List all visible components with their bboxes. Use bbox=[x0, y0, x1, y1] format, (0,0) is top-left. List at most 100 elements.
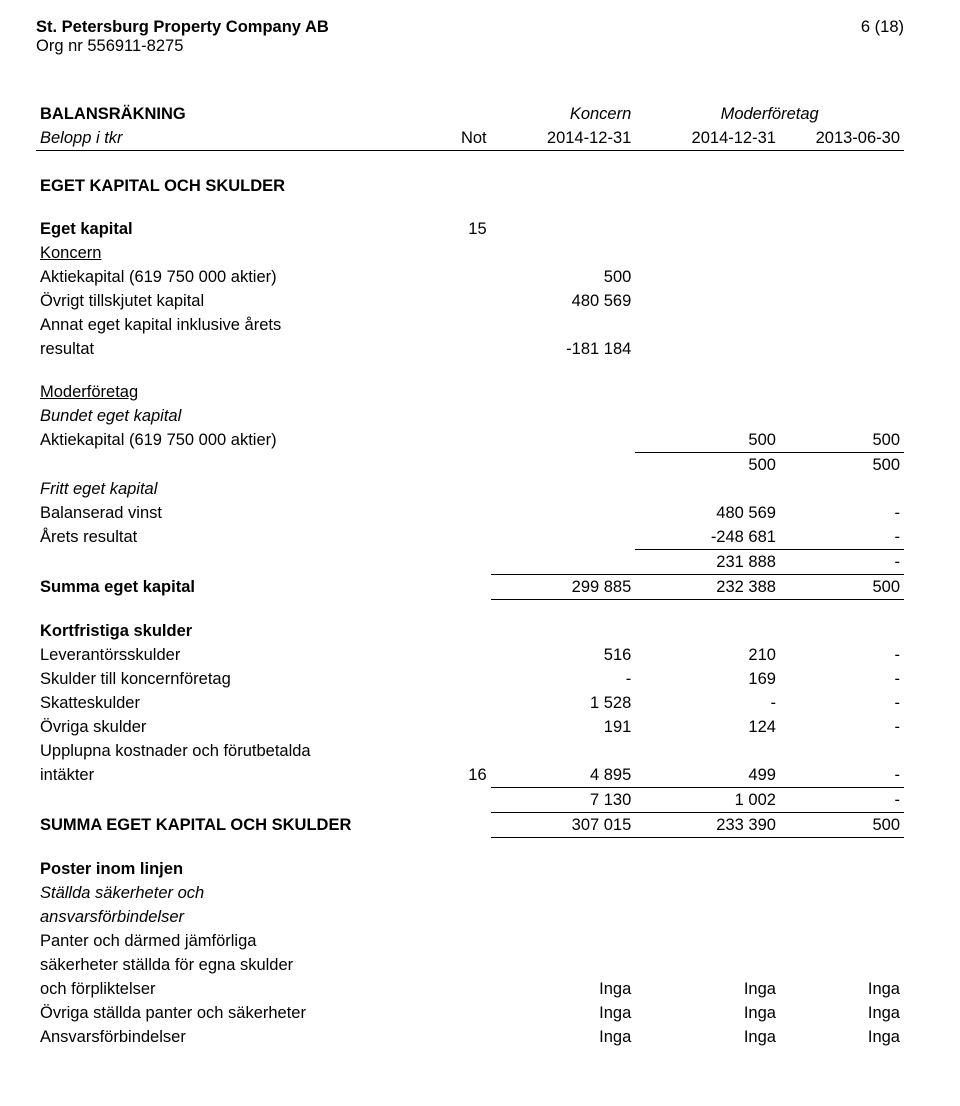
company-name: St. Petersburg Property Company AB bbox=[36, 18, 329, 37]
value-b: 1 002 bbox=[635, 788, 780, 813]
row-aktiekapital-moder: Aktiekapital (619 750 000 aktier) 500 50… bbox=[36, 428, 904, 453]
label: Aktiekapital (619 750 000 aktier) bbox=[36, 428, 418, 453]
row-panter-b: säkerheter ställda för egna skulder bbox=[36, 953, 904, 977]
col-note: Not bbox=[418, 126, 490, 151]
value-b: 232 388 bbox=[635, 575, 780, 600]
label: Ansvarsförbindelser bbox=[36, 1025, 418, 1049]
col-a: 2014-12-31 bbox=[491, 126, 636, 151]
label: Balanserad vinst bbox=[36, 501, 418, 525]
row-arets-resultat: Årets resultat -248 681 - bbox=[36, 525, 904, 550]
row-kort-title: Kortfristiga skulder bbox=[36, 619, 904, 643]
row-fritt-sum: 231 888 - bbox=[36, 550, 904, 575]
value-b: 499 bbox=[635, 763, 780, 788]
row-annat-a: Annat eget kapital inklusive årets bbox=[36, 313, 904, 337]
value-a: 516 bbox=[491, 643, 636, 667]
label: Kortfristiga skulder bbox=[36, 619, 418, 643]
row-ovriga: Övriga skulder 191 124 - bbox=[36, 715, 904, 739]
row-upplupna-a: Upplupna kostnader och förutbetalda bbox=[36, 739, 904, 763]
label: Ställda säkerheter och bbox=[36, 881, 418, 905]
label: Poster inom linjen bbox=[36, 857, 418, 881]
value-b: 124 bbox=[635, 715, 780, 739]
value-c: 500 bbox=[780, 575, 904, 600]
value-c: - bbox=[780, 667, 904, 691]
value-b: -248 681 bbox=[635, 525, 780, 550]
label: Skulder till koncernföretag bbox=[36, 667, 418, 691]
value-c: Inga bbox=[780, 1001, 904, 1025]
value-a: Inga bbox=[491, 1025, 636, 1049]
label: SUMMA EGET KAPITAL OCH SKULDER bbox=[36, 813, 418, 838]
value-a: 480 569 bbox=[491, 289, 636, 313]
label: Koncern bbox=[36, 241, 418, 265]
page-header: St. Petersburg Property Company AB Org n… bbox=[36, 18, 904, 56]
value-a: 191 bbox=[491, 715, 636, 739]
label: Fritt eget kapital bbox=[36, 477, 418, 501]
parent-label: Moderföretag bbox=[635, 102, 904, 126]
value-c: 500 bbox=[780, 453, 904, 478]
col-b: 2014-12-31 bbox=[635, 126, 780, 151]
label: Övriga ställda panter och säkerheter bbox=[36, 1001, 418, 1025]
label: Övriga skulder bbox=[36, 715, 418, 739]
value-b: 500 bbox=[635, 453, 780, 478]
row-skatte: Skatteskulder 1 528 - - bbox=[36, 691, 904, 715]
row-annat-b: resultat -181 184 bbox=[36, 337, 904, 361]
label: Bundet eget kapital bbox=[36, 404, 418, 428]
label: Eget kapital bbox=[36, 217, 418, 241]
row-total: SUMMA EGET KAPITAL OCH SKULDER 307 015 2… bbox=[36, 813, 904, 838]
value-a: 307 015 bbox=[491, 813, 636, 838]
value-c: - bbox=[780, 691, 904, 715]
value-c: 500 bbox=[780, 813, 904, 838]
value-b: - bbox=[635, 691, 780, 715]
org-number: Org nr 556911-8275 bbox=[36, 37, 329, 56]
value-c: Inga bbox=[780, 1025, 904, 1049]
section-equity-liabilities: EGET KAPITAL OCH SKULDER bbox=[36, 174, 904, 198]
label: Moderföretag bbox=[36, 380, 418, 404]
label: Summa eget kapital bbox=[36, 575, 418, 600]
value-a: Inga bbox=[491, 977, 636, 1001]
note: 16 bbox=[418, 763, 490, 788]
value-c: - bbox=[780, 525, 904, 550]
label: Skatteskulder bbox=[36, 691, 418, 715]
value-c: - bbox=[780, 715, 904, 739]
value-b: Inga bbox=[635, 1001, 780, 1025]
label: resultat bbox=[36, 337, 418, 361]
label: intäkter bbox=[36, 763, 418, 788]
section-title: EGET KAPITAL OCH SKULDER bbox=[36, 174, 904, 198]
label: Annat eget kapital inklusive årets bbox=[36, 313, 418, 337]
group-label: Koncern bbox=[491, 102, 636, 126]
page-number: 6 (18) bbox=[861, 18, 904, 37]
value-b: 500 bbox=[635, 428, 780, 453]
value-a: 4 895 bbox=[491, 763, 636, 788]
value-a: - bbox=[491, 667, 636, 691]
row-balanserad: Balanserad vinst 480 569 - bbox=[36, 501, 904, 525]
row-bundet-sum: 500 500 bbox=[36, 453, 904, 478]
value-b: 480 569 bbox=[635, 501, 780, 525]
row-eget-title: Eget kapital 15 bbox=[36, 217, 904, 241]
row-koncernforetag: Skulder till koncernföretag - 169 - bbox=[36, 667, 904, 691]
value-c: - bbox=[780, 643, 904, 667]
label: Aktiekapital (619 750 000 aktier) bbox=[36, 265, 418, 289]
value-c: - bbox=[780, 788, 904, 813]
row-bundet: Bundet eget kapital bbox=[36, 404, 904, 428]
row-panter-a: Panter och därmed jämförliga bbox=[36, 929, 904, 953]
page: St. Petersburg Property Company AB Org n… bbox=[0, 0, 960, 1089]
row-koncern-hdr: Koncern bbox=[36, 241, 904, 265]
row-ovriga-panter: Övriga ställda panter och säkerheter Ing… bbox=[36, 1001, 904, 1025]
label: säkerheter ställda för egna skulder bbox=[36, 953, 418, 977]
label: ansvarsförbindelser bbox=[36, 905, 418, 929]
row-poster-title: Poster inom linjen bbox=[36, 857, 904, 881]
value-b: Inga bbox=[635, 977, 780, 1001]
row-leverantor: Leverantörsskulder 516 210 - bbox=[36, 643, 904, 667]
row-kort-sum: 7 130 1 002 - bbox=[36, 788, 904, 813]
row-stallda-b: ansvarsförbindelser bbox=[36, 905, 904, 929]
label: Årets resultat bbox=[36, 525, 418, 550]
value-c: Inga bbox=[780, 977, 904, 1001]
value-c: - bbox=[780, 550, 904, 575]
value-c: 500 bbox=[780, 428, 904, 453]
row-aktiekapital-koncern: Aktiekapital (619 750 000 aktier) 500 bbox=[36, 265, 904, 289]
label: Övrigt tillskjutet kapital bbox=[36, 289, 418, 313]
row-summa-eget: Summa eget kapital 299 885 232 388 500 bbox=[36, 575, 904, 600]
row-tillskjutet: Övrigt tillskjutet kapital 480 569 bbox=[36, 289, 904, 313]
row-stallda-a: Ställda säkerheter och bbox=[36, 881, 904, 905]
value-c: - bbox=[780, 763, 904, 788]
value-b: Inga bbox=[635, 1025, 780, 1049]
